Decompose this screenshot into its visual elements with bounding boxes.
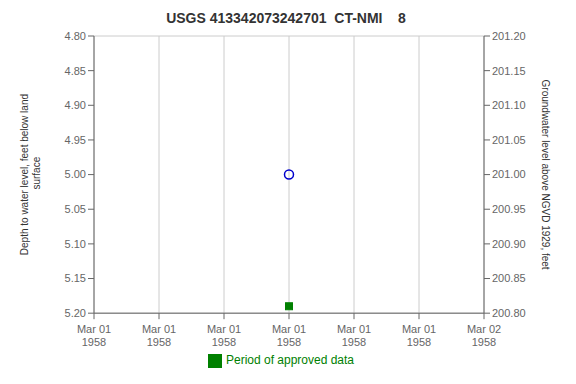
svg-text:4.80: 4.80 — [65, 30, 86, 42]
svg-text:200.80: 200.80 — [492, 307, 526, 319]
svg-text:Groundwater level above NGVD 1: Groundwater level above NGVD 1929, feet — [540, 80, 551, 270]
svg-text:200.90: 200.90 — [492, 238, 526, 250]
svg-text:201.20: 201.20 — [492, 30, 526, 42]
svg-text:Mar 011958: Mar 011958 — [142, 323, 176, 348]
svg-text:Mar 011958: Mar 011958 — [402, 323, 436, 348]
svg-text:4.95: 4.95 — [65, 134, 86, 146]
svg-text:Depth to water level, feet bel: Depth to water level, feet below land su… — [19, 94, 42, 255]
svg-text:4.90: 4.90 — [65, 99, 86, 111]
svg-text:Mar 011958: Mar 011958 — [337, 323, 371, 348]
svg-text:5.20: 5.20 — [65, 307, 86, 319]
svg-text:Mar 011958: Mar 011958 — [272, 323, 306, 348]
html-text:Period of approved data: Period of approved data — [226, 353, 354, 368]
svg-text:5.15: 5.15 — [65, 272, 86, 284]
svg-text:Mar 021958: Mar 021958 — [467, 323, 501, 348]
svg-text:5.05: 5.05 — [65, 203, 86, 215]
svg-text:200.95: 200.95 — [492, 203, 526, 215]
svg-text:200.85: 200.85 — [492, 272, 526, 284]
svg-text:201.05: 201.05 — [492, 134, 526, 146]
svg-text:201.10: 201.10 — [492, 99, 526, 111]
svg-text:5.00: 5.00 — [65, 168, 86, 180]
svg-text:5.10: 5.10 — [65, 238, 86, 250]
svg-text:Mar 011958: Mar 011958 — [77, 323, 111, 348]
svg-text:201.15: 201.15 — [492, 65, 526, 77]
svg-text:Mar 011958: Mar 011958 — [207, 323, 241, 348]
html-text:USGS 413342073242701 CT-NMI 8: USGS 413342073242701 CT-NMI 8 — [166, 10, 406, 26]
svg-text:4.85: 4.85 — [65, 65, 86, 77]
svg-text:201.00: 201.00 — [492, 168, 526, 180]
